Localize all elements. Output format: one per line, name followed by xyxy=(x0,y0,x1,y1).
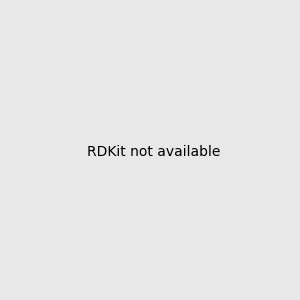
Text: RDKit not available: RDKit not available xyxy=(87,145,220,158)
